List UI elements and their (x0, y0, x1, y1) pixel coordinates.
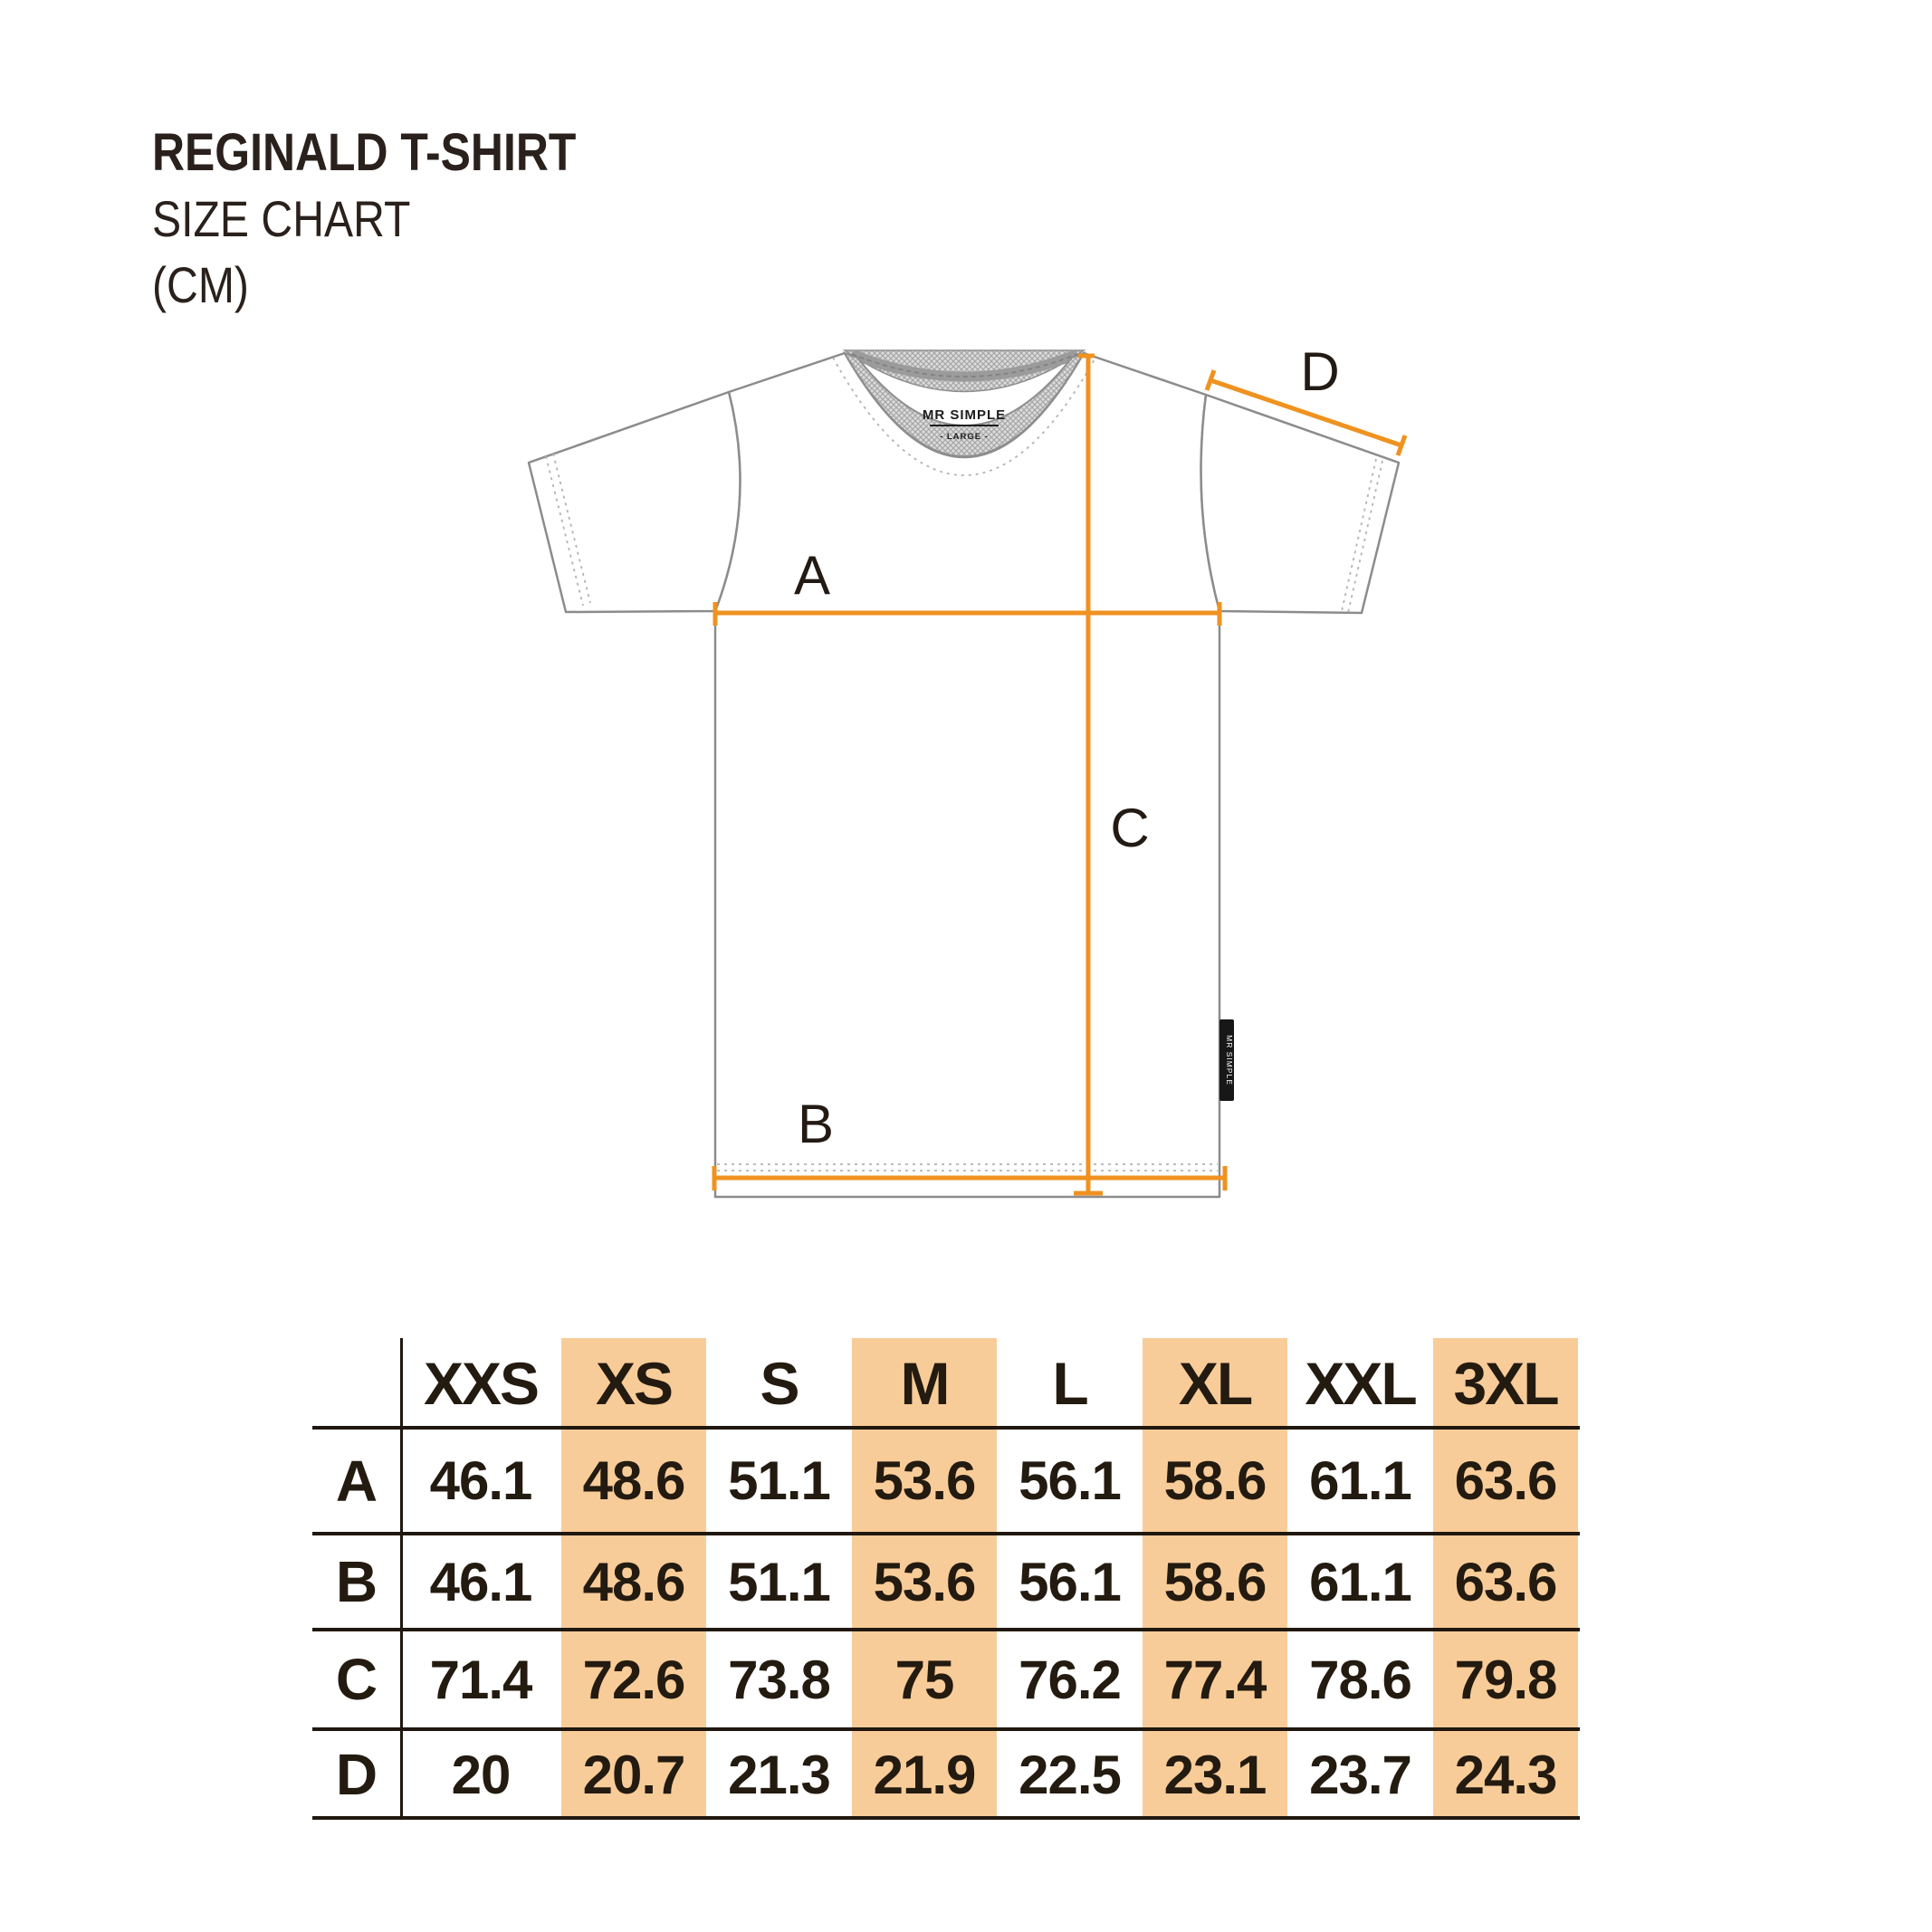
measure-label-c: C (1110, 798, 1149, 858)
table-cell-d-l: 22.5 (1019, 1744, 1122, 1805)
side-tag: MR SIMPLE (1219, 1019, 1234, 1101)
measure-line-c (1074, 353, 1103, 1196)
unit-label: (CM) (152, 256, 249, 313)
table-cell-b-l: 56.1 (1019, 1551, 1122, 1612)
table-corner-cell (312, 1338, 400, 1428)
measure-label-d: D (1300, 341, 1339, 402)
table-cell-b-m: 53.6 (873, 1551, 977, 1612)
row-label-b: B (335, 1549, 378, 1614)
table-cell-a-xl: 58.6 (1163, 1450, 1267, 1511)
table-rule-header (312, 1426, 1580, 1430)
size-col-header-xs: XS (595, 1349, 674, 1417)
collar-front-band (842, 351, 1086, 457)
table-cell-d-m: 21.9 (873, 1744, 977, 1805)
table-cell-d-xs: 20.7 (582, 1744, 686, 1805)
highlight-column-xl (1143, 1338, 1287, 1820)
table-cell-c-xxs: 71.4 (429, 1649, 533, 1710)
collar-label: MR SIMPLE - LARGE - (923, 407, 1006, 442)
measure-line-d (1204, 369, 1408, 456)
table-cell-a-xxs: 46.1 (429, 1450, 533, 1511)
size-col-header-l: L (1052, 1349, 1088, 1417)
table-cell-a-xs: 48.6 (582, 1450, 686, 1511)
table-cell-d-s: 21.3 (728, 1744, 831, 1805)
neckline-stitch (832, 357, 1096, 476)
table-cell-b-xxl: 61.1 (1309, 1551, 1412, 1612)
table-cell-b-xs: 48.6 (582, 1551, 686, 1612)
title-block: REGINALD T-SHIRT SIZE CHART (CM) (152, 120, 646, 318)
highlight-column-xs (561, 1338, 706, 1820)
size-col-header-3xl: 3XL (1453, 1349, 1559, 1417)
row-label-c: C (335, 1647, 378, 1712)
measure-label-a: A (794, 545, 830, 606)
highlight-column-3xl (1433, 1338, 1578, 1820)
right-sleeve (1200, 393, 1401, 615)
measure-line-a (713, 602, 1222, 626)
size-col-header-xl: XL (1178, 1349, 1253, 1417)
table-rule-a-b (312, 1532, 1580, 1535)
table-cell-c-xl: 77.4 (1163, 1649, 1267, 1710)
table-cell-b-xl: 58.6 (1163, 1551, 1267, 1612)
row-label-d: D (335, 1742, 378, 1807)
table-cell-a-s: 51.1 (728, 1450, 831, 1511)
table-cell-c-xxl: 78.6 (1309, 1649, 1412, 1710)
table-rule-bottom (312, 1816, 1580, 1820)
table-cell-d-3xl: 24.3 (1454, 1744, 1558, 1805)
table-cell-a-xxl: 61.1 (1309, 1450, 1412, 1511)
size-table: XXS XS S M L XL XXL 3XL A 46.1 48.6 51.1… (312, 1338, 1580, 1822)
size-col-header-s: S (760, 1349, 799, 1417)
table-cell-c-3xl: 79.8 (1454, 1649, 1558, 1710)
table-cell-b-s: 51.1 (728, 1551, 831, 1612)
table-cell-a-l: 56.1 (1019, 1450, 1122, 1511)
size-col-header-xxs: XXS (423, 1349, 540, 1417)
collar-size-text: - LARGE - (940, 432, 989, 442)
size-col-header-xxl: XXL (1305, 1349, 1417, 1417)
collar-back-seam-stitch (851, 353, 1078, 378)
table-rule-b-c (312, 1628, 1580, 1631)
size-col-header-m: M (900, 1349, 951, 1417)
table-cell-d-xxl: 23.7 (1309, 1744, 1412, 1805)
page-title: REGINALD T-SHIRT (152, 123, 577, 182)
table-rule-vertical (400, 1338, 403, 1820)
measure-line-b (712, 1166, 1228, 1191)
table-cell-c-l: 76.2 (1019, 1649, 1122, 1710)
collar-brand-text: MR SIMPLE (923, 407, 1006, 423)
table-cell-c-m: 75 (894, 1649, 955, 1710)
side-tag-text: MR SIMPLE (1225, 1035, 1234, 1086)
highlight-column-m (852, 1338, 997, 1820)
page-subtitle: SIZE CHART (152, 190, 411, 247)
left-sleeve (527, 390, 741, 614)
measure-label-b: B (798, 1094, 834, 1154)
row-label-a: A (335, 1448, 378, 1514)
table-cell-b-xxs: 46.1 (429, 1551, 533, 1612)
table-rule-c-d (312, 1727, 1580, 1731)
table-cell-a-3xl: 63.6 (1454, 1450, 1558, 1511)
table-cell-b-3xl: 63.6 (1454, 1551, 1558, 1612)
table-cell-d-xxs: 20 (451, 1744, 512, 1805)
size-table-grid: XXS XS S M L XL XXL 3XL A 46.1 48.6 51.1… (312, 1338, 1578, 1820)
table-cell-c-xs: 72.6 (582, 1649, 686, 1710)
table-cell-c-s: 73.8 (728, 1649, 831, 1710)
table-cell-d-xl: 23.1 (1163, 1744, 1267, 1805)
tshirt-body-outline (713, 351, 1221, 1199)
table-cell-a-m: 53.6 (873, 1450, 977, 1511)
